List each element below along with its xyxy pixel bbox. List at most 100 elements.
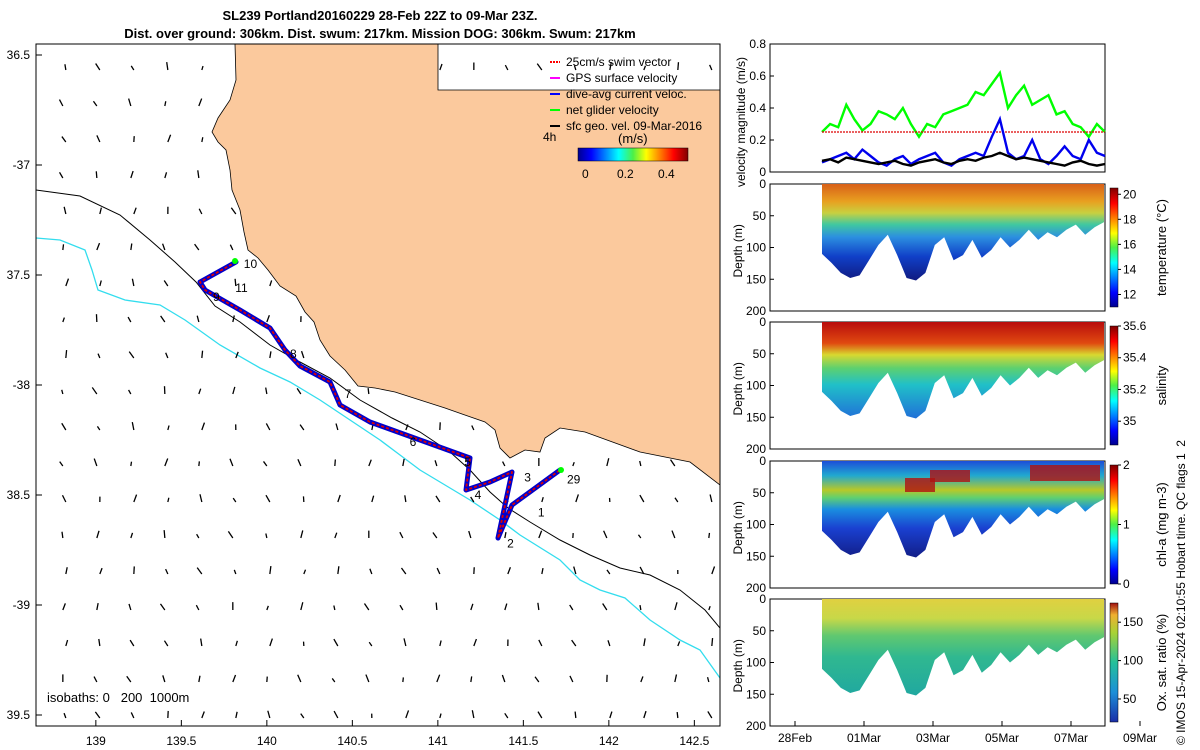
colorbar-tick-0-4: 0.4 xyxy=(658,167,675,181)
salinity-colorbar xyxy=(1109,325,1119,446)
velocity-arrow xyxy=(131,422,135,431)
velocity-arrow xyxy=(333,605,336,611)
velocity-arrow xyxy=(201,65,204,71)
velocity-arrow xyxy=(195,604,200,611)
map-colorbar xyxy=(577,147,689,162)
velocity-arrow xyxy=(643,65,647,71)
time-tick-label: 03Mar xyxy=(916,731,950,745)
velocity-arrow xyxy=(300,350,305,359)
velocity-arrow xyxy=(677,62,680,71)
velocity-arrow xyxy=(368,641,373,647)
velocity-arrow xyxy=(606,569,611,575)
velocity-arrow xyxy=(196,315,200,323)
velocity-arrow xyxy=(637,534,642,539)
colorbar-tick-label: 150 xyxy=(1123,615,1143,629)
colorbar-tick-label: 35.6 xyxy=(1123,319,1147,333)
velocity-arrow xyxy=(534,676,540,683)
velocity-arrow xyxy=(194,243,200,251)
velocity-arrow xyxy=(235,351,239,359)
waypoint-labels: 29 1 2 3 4 5 6 7 8 9 11 10 xyxy=(213,257,581,550)
velocity-arrow xyxy=(227,531,234,539)
map-y-tick-label: 37.5 xyxy=(7,268,31,282)
velocity-arrow xyxy=(160,315,166,323)
velocity-arrow xyxy=(399,531,404,539)
velocity-arrow xyxy=(200,638,203,647)
geostrophic-velocity-field xyxy=(58,62,716,719)
velocity-frame xyxy=(769,43,1106,173)
map-y-tick-label: -38 xyxy=(13,378,31,392)
velocity-arrow xyxy=(711,638,714,647)
velocity-arrow xyxy=(677,641,681,647)
chla-colorbar-label: chl-a (mg m-3) xyxy=(1154,482,1169,567)
map-legend: 25cm/s swim vector GPS surface velocity di… xyxy=(543,55,702,181)
waypoint-label: 9 xyxy=(213,290,220,304)
velocity-arrow xyxy=(166,62,169,71)
map-x-tick-label: 139 xyxy=(86,734,106,748)
velocity-arrow xyxy=(333,638,339,647)
velocity-arrow xyxy=(265,533,268,539)
time-tick-label: 07Mar xyxy=(1054,731,1088,745)
depth-tick-label: 200 xyxy=(746,304,766,318)
velocity-arrow xyxy=(405,424,409,431)
velocity-arrow xyxy=(93,458,98,467)
depth-tick-label: 150 xyxy=(746,272,766,286)
velocity-arrow xyxy=(230,207,237,215)
velocity-arrow xyxy=(197,170,200,179)
velocity-arrow xyxy=(196,567,203,575)
depth-tick-label: 150 xyxy=(746,549,766,563)
colorbar-tick-label: 2 xyxy=(1123,458,1130,472)
velocity-arrow xyxy=(198,208,203,215)
velocity-arrow xyxy=(609,62,612,71)
velocity-arrow xyxy=(404,495,407,503)
oxygen-ylabel: Depth (m) xyxy=(731,639,745,692)
glider-track-red xyxy=(199,261,561,539)
velocity-arrow xyxy=(671,530,676,539)
temperature-panel: 0 50 100 150 200 Depth (m) 20 18 16 14 12 temperatu… xyxy=(731,177,1169,318)
colorbar-tick-label: 35.2 xyxy=(1123,382,1147,396)
velocity-arrow xyxy=(129,639,135,647)
velocity-arrow xyxy=(199,494,203,503)
velocity-series-line xyxy=(821,69,1106,140)
velocity-arrow xyxy=(127,316,132,323)
map-x-tick-label: 140 xyxy=(257,734,277,748)
velocity-arrow xyxy=(573,566,577,575)
velocity-ylabel: velocity magnitude (m/s) xyxy=(734,57,748,187)
salinity-section-field xyxy=(822,322,1104,419)
velocity-arrow xyxy=(93,676,98,683)
chart-title: SL239 Portland20160229 28-Feb 22Z to 09-… xyxy=(222,8,538,23)
velocity-arrow xyxy=(269,638,273,647)
velocity-arrow xyxy=(232,497,237,503)
velocity-arrow xyxy=(434,460,438,467)
velocity-arrow xyxy=(402,677,405,683)
velocity-arrow xyxy=(708,532,711,539)
velocity-arrow xyxy=(399,604,404,611)
velocity-arrow xyxy=(63,712,67,719)
velocity-arrow xyxy=(575,494,579,503)
velocity-arrow xyxy=(61,531,64,539)
colorbar-tick-label: 35.4 xyxy=(1123,351,1147,365)
velocity-arrow xyxy=(61,389,64,395)
depth-tick-label: 50 xyxy=(753,486,767,500)
velocity-arrow xyxy=(61,494,67,503)
velocity-arrow xyxy=(95,63,101,71)
velocity-arrow xyxy=(473,638,478,647)
velocity-arrow xyxy=(58,172,64,179)
map-x-tick-label: 141 xyxy=(428,734,448,748)
salinity-ylabel: Depth (m) xyxy=(731,362,745,415)
velocity-arrow xyxy=(265,423,271,431)
chart-subtitle: Dist. over ground: 306km. Dist. swum: 21… xyxy=(124,26,636,41)
velocity-arrow xyxy=(265,494,271,503)
depth-tick-label: 200 xyxy=(746,442,766,456)
velocity-arrow xyxy=(571,639,577,647)
velocity-arrow xyxy=(334,532,338,539)
velocity-arrow xyxy=(59,461,64,467)
waypoint-label: 4 xyxy=(475,488,482,502)
velocity-arrow xyxy=(269,351,272,359)
velocity-arrow xyxy=(706,677,710,683)
colorbar-tick-label: 0 xyxy=(1123,577,1130,591)
chla-high-patch xyxy=(905,478,935,492)
depth-tick-label: 0 xyxy=(759,315,766,329)
velocity-arrow xyxy=(94,711,101,719)
colorbar-tick-0-2: 0.2 xyxy=(617,167,634,181)
